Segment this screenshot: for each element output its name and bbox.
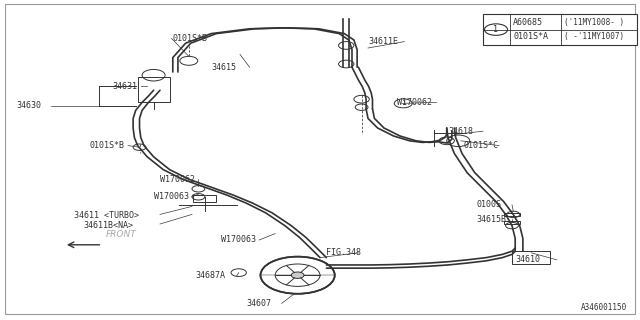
Text: ( -'11MY1007): ( -'11MY1007) (564, 32, 625, 41)
Text: 34687A: 34687A (195, 271, 225, 280)
Bar (138, 77, 170, 102)
Text: 0101S*B: 0101S*B (173, 34, 208, 43)
Text: W170062: W170062 (160, 175, 195, 184)
Text: W170063: W170063 (154, 192, 189, 201)
Bar (193, 195, 216, 202)
Text: 34615B: 34615B (477, 215, 507, 224)
Text: A346001150: A346001150 (581, 303, 627, 312)
Bar (504, 213, 520, 216)
Text: 0101S*A: 0101S*A (513, 32, 548, 41)
Text: 34611 <TURBO>: 34611 <TURBO> (74, 212, 139, 220)
Text: 0101S*B: 0101S*B (90, 141, 125, 150)
Text: FRONT: FRONT (106, 230, 136, 239)
Text: ('11MY1008- ): ('11MY1008- ) (564, 19, 625, 28)
Text: W170062: W170062 (397, 98, 432, 107)
Bar (483, 14, 637, 45)
Bar (512, 251, 550, 264)
Text: FIG.348: FIG.348 (326, 248, 362, 257)
Text: 1: 1 (493, 25, 499, 34)
Bar (504, 221, 520, 224)
Text: A60685: A60685 (513, 19, 543, 28)
Text: 34611B<NA>: 34611B<NA> (83, 221, 133, 230)
Text: 34607: 34607 (246, 299, 271, 308)
Text: 0101S*C: 0101S*C (464, 141, 499, 150)
Text: 1: 1 (401, 100, 405, 106)
Text: 34615: 34615 (211, 63, 236, 72)
Text: 34631: 34631 (112, 82, 137, 91)
Text: 0100S: 0100S (477, 200, 502, 209)
Text: W170063: W170063 (221, 236, 256, 244)
Text: 34610: 34610 (515, 255, 540, 264)
Text: 34618: 34618 (448, 127, 473, 136)
Circle shape (291, 272, 304, 278)
Text: 34611E: 34611E (368, 37, 398, 46)
Text: 34630: 34630 (16, 101, 41, 110)
